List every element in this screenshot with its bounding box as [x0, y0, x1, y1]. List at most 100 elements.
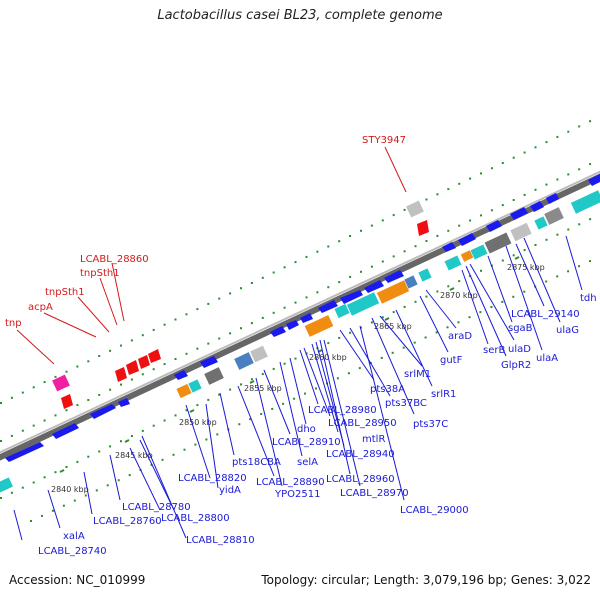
gene-label[interactable]: LCABL_28800 [161, 513, 230, 524]
rna-gene[interactable] [334, 303, 350, 319]
red-gene[interactable] [148, 349, 161, 363]
gene-arrow[interactable] [174, 370, 188, 380]
grid-dot [73, 499, 76, 502]
gene-arrow[interactable] [52, 423, 79, 439]
gene-block[interactable] [510, 222, 532, 242]
gene-label[interactable]: LCABL_28810 [186, 535, 255, 546]
gene-label[interactable]: STY3947 [362, 135, 406, 146]
rna-gene[interactable] [346, 292, 380, 316]
gene-block[interactable] [376, 280, 410, 304]
scale-label: 2865 kbp [374, 322, 412, 331]
grid-dot [480, 214, 482, 217]
gene-label[interactable]: ulaG [556, 325, 579, 336]
gene-arrow[interactable] [364, 280, 384, 293]
gene-arrow[interactable] [5, 442, 44, 462]
gene-label[interactable]: srlR1 [431, 389, 456, 400]
gene-block[interactable] [460, 250, 474, 262]
gene-block[interactable] [406, 200, 424, 218]
red-gene[interactable] [126, 360, 139, 375]
gene-arrow[interactable] [458, 233, 476, 246]
grid-dot [435, 331, 438, 334]
rna-gene[interactable] [0, 477, 13, 494]
gene-label[interactable]: yidA [219, 485, 241, 496]
gene-label[interactable]: pts37BC [385, 398, 427, 409]
red-gene[interactable] [138, 355, 150, 369]
gene-label[interactable]: LCABL_28740 [38, 546, 107, 557]
gene-label[interactable]: tnpSth1 [80, 268, 120, 279]
gene-label[interactable]: sgaB [508, 323, 533, 334]
gene-label[interactable]: YPO2511 [274, 489, 320, 500]
gene-label[interactable]: ulaD [508, 344, 531, 355]
gene-label[interactable]: LCABL_28970 [340, 488, 409, 499]
gene-label[interactable]: tdh [580, 293, 597, 304]
gene-arrow[interactable] [510, 207, 528, 220]
gene-arrow[interactable] [442, 242, 456, 252]
gene-label[interactable]: mtlR [362, 434, 385, 445]
gene-label[interactable]: LCABL_28860 [80, 254, 149, 265]
grid-dot [523, 151, 526, 154]
gene-arrow[interactable] [200, 356, 218, 368]
gene-label[interactable]: pts18CBA [232, 457, 281, 468]
gene-label[interactable]: LCABL_29140 [511, 309, 580, 320]
gene-label[interactable]: xalA [63, 531, 85, 542]
gene-label[interactable]: serB [483, 345, 505, 356]
rna-gene[interactable] [418, 268, 432, 282]
genome-summary-text: Topology: circular; Length: 3,079,196 bp… [261, 573, 591, 587]
gene-label[interactable]: tnp [5, 318, 22, 329]
gene-arrow[interactable] [270, 326, 286, 337]
gene-block[interactable] [250, 345, 268, 363]
gene-label[interactable]: acpA [28, 302, 53, 313]
gene-label[interactable]: GlpR2 [501, 360, 531, 371]
gene-arrow[interactable] [118, 398, 130, 407]
gene-label[interactable]: LCABL_28980 [308, 405, 377, 416]
pink-gene[interactable] [52, 374, 70, 392]
gene-arrow[interactable] [384, 270, 404, 283]
gene-label[interactable]: tnpSth1 [45, 287, 85, 298]
gene-block[interactable] [234, 352, 254, 370]
gene-label[interactable]: gutF [440, 355, 463, 366]
gene-label[interactable]: LCABL_28910 [272, 437, 341, 448]
gene-arrow[interactable] [286, 320, 299, 330]
gene-label[interactable]: dho [297, 424, 316, 435]
rna-gene[interactable] [444, 255, 462, 271]
grid-dot [261, 316, 264, 319]
gene-arrow[interactable] [318, 300, 338, 313]
gene-block[interactable] [204, 367, 224, 385]
gene-label[interactable]: srlM1 [404, 369, 431, 380]
rna-gene[interactable] [188, 379, 202, 393]
gene-block[interactable] [304, 315, 334, 337]
gene-arrow[interactable] [90, 404, 116, 419]
gene-arrow[interactable] [530, 201, 544, 212]
red-gene[interactable] [417, 220, 429, 236]
gene-label[interactable]: LCABL_28780 [122, 502, 191, 513]
rna-gene[interactable] [470, 244, 488, 260]
gene-block[interactable] [176, 383, 192, 399]
gene-label[interactable]: pts37C [413, 419, 448, 430]
gene-label[interactable]: LCABL_28760 [93, 516, 162, 527]
gene-block[interactable] [404, 275, 418, 289]
rna-gene[interactable] [570, 190, 600, 214]
gene-arrow[interactable] [300, 313, 313, 323]
gene-label[interactable]: LCABL_28960 [326, 474, 395, 485]
gene-arrow[interactable] [546, 193, 559, 204]
gene-block[interactable] [484, 232, 512, 254]
gene-label[interactable]: LCABL_28890 [256, 477, 325, 488]
gene-block[interactable] [544, 207, 564, 225]
gene-label[interactable]: LCABL_28940 [326, 449, 395, 460]
gene-label[interactable]: LCABL_28950 [328, 418, 397, 429]
grid-dot [32, 424, 35, 427]
grid-dot [403, 208, 406, 211]
gene-label[interactable]: araD [448, 331, 472, 342]
gene-label[interactable]: ulaA [536, 353, 558, 364]
grid-dot [425, 198, 428, 201]
rna-gene[interactable] [534, 216, 548, 230]
gene-label[interactable]: LCABL_29000 [400, 505, 469, 516]
red-gene[interactable] [61, 394, 73, 409]
gene-label[interactable]: selA [297, 457, 318, 468]
gene-arrow[interactable] [588, 174, 600, 186]
gene-arrow[interactable] [486, 220, 502, 232]
gene-arrow[interactable] [340, 290, 363, 304]
gene-label[interactable]: pts38A [370, 384, 405, 395]
gene-label[interactable]: LCABL_28820 [178, 473, 247, 484]
red-gene[interactable] [115, 367, 127, 382]
